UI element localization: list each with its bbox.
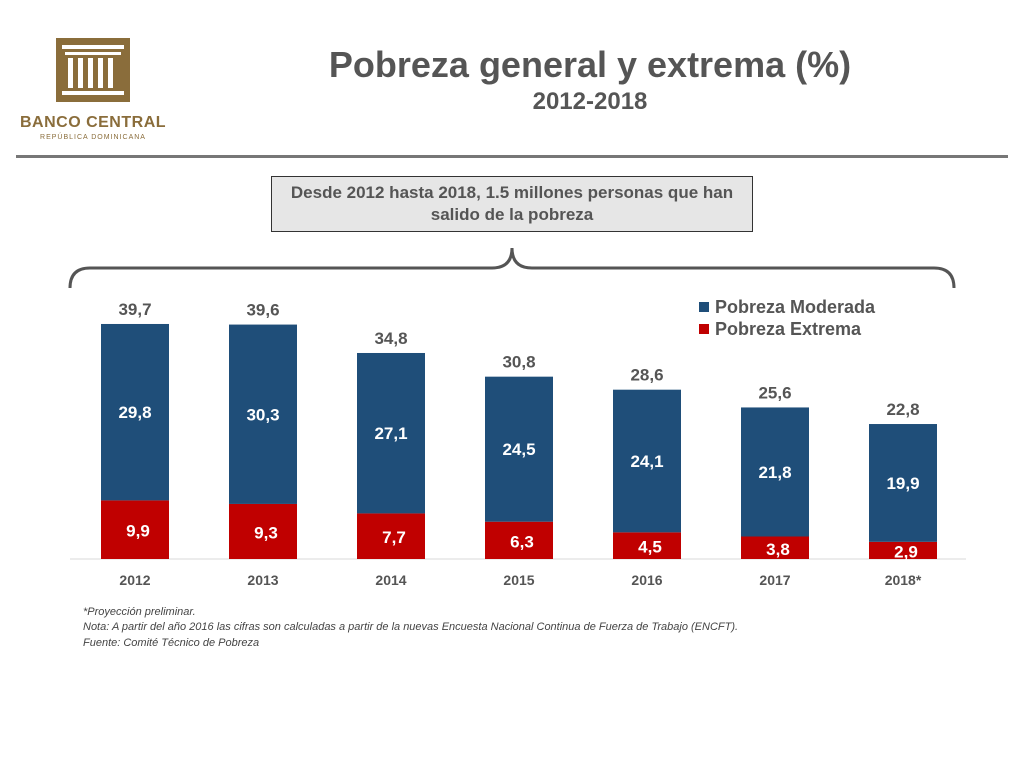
label-total-2018*: 22,8 <box>886 400 919 419</box>
bar-extrema-2017 <box>741 536 809 559</box>
bar-extrema-2015 <box>485 521 553 559</box>
label-moderada-2016: 24,1 <box>630 452 663 471</box>
bar-extrema-2013 <box>229 503 297 559</box>
label-total-2012: 39,7 <box>118 300 151 319</box>
poverty-chart: 9,9 29,8 39,7 2012 9,3 30,3 39,6 2013 7,7 27,1 34,… <box>68 247 966 588</box>
bar-moderada-2014 <box>357 352 425 514</box>
bar-extrema-2014 <box>357 513 425 559</box>
tick-label-2015: 2015 <box>503 572 534 588</box>
label-total-2016: 28,6 <box>630 366 663 385</box>
note-source: Fuente: Comité Técnico de Pobreza <box>83 637 260 649</box>
legend-label-0: Pobreza Moderada <box>715 297 876 317</box>
label-extrema-2014: 7,7 <box>382 528 406 547</box>
logo-name: BANCO CENTRAL <box>19 114 167 131</box>
label-extrema-2017: 3,8 <box>766 540 790 559</box>
label-total-2014: 34,8 <box>374 329 407 348</box>
bar-moderada-2018* <box>869 424 937 542</box>
building-icon <box>56 38 130 102</box>
label-extrema-2015: 6,3 <box>510 532 534 551</box>
bar-extrema-2016 <box>613 532 681 559</box>
page-title: Pobreza general y extrema (%) <box>328 44 852 85</box>
plot-area: 9,9 29,8 39,7 2012 9,3 30,3 39,6 2013 7,7 27,1 34,… <box>70 297 966 588</box>
tick-label-2018*: 2018* <box>885 572 922 588</box>
label-moderada-2014: 27,1 <box>374 424 407 443</box>
label-moderada-2012: 29,8 <box>118 403 151 422</box>
callout-text: Desde 2012 hasta 2018, 1.5 millones pers… <box>290 183 734 224</box>
legend-label-1: Pobreza Extrema <box>715 319 862 339</box>
label-moderada-2013: 30,3 <box>246 405 279 424</box>
label-extrema-2012: 9,9 <box>126 522 150 541</box>
bank-logo: BANCO CENTRAL REPÚBLICA DOMINICANA <box>18 38 168 148</box>
bar-moderada-2015 <box>485 376 553 522</box>
label-total-2017: 25,6 <box>758 383 791 402</box>
tick-label-2012: 2012 <box>119 572 150 588</box>
tick-label-2017: 2017 <box>759 572 790 588</box>
bar-extrema-2018* <box>869 541 937 559</box>
page-subtitle: 2012-2018 <box>532 88 648 115</box>
label-total-2013: 39,6 <box>246 301 279 320</box>
header-divider <box>16 155 1008 158</box>
note-projection: *Proyección preliminar. <box>83 606 196 618</box>
bar-moderada-2013 <box>229 324 297 504</box>
brace <box>68 247 956 289</box>
legend-swatch-0 <box>699 302 709 312</box>
label-extrema-2016: 4,5 <box>638 538 662 557</box>
label-moderada-2018*: 19,9 <box>886 474 919 493</box>
bar-moderada-2017 <box>741 407 809 537</box>
legend-swatch-1 <box>699 324 709 334</box>
tick-label-2013: 2013 <box>247 572 278 588</box>
bar-moderada-2016 <box>613 389 681 533</box>
label-extrema-2013: 9,3 <box>254 523 278 542</box>
bar-extrema-2012 <box>101 500 169 559</box>
label-extrema-2018*: 2,9 <box>894 542 918 561</box>
tick-label-2014: 2014 <box>375 572 406 588</box>
bar-moderada-2012 <box>101 323 169 501</box>
logo-subtitle: REPÚBLICA DOMINICANA <box>40 134 146 141</box>
label-moderada-2017: 21,8 <box>758 463 791 482</box>
label-total-2015: 30,8 <box>502 353 535 372</box>
label-moderada-2015: 24,5 <box>502 440 535 459</box>
callout-box: Desde 2012 hasta 2018, 1.5 millones pers… <box>271 176 753 232</box>
tick-label-2016: 2016 <box>631 572 662 588</box>
note-methodology: Nota: A partir del año 2016 las cifras s… <box>83 621 739 633</box>
